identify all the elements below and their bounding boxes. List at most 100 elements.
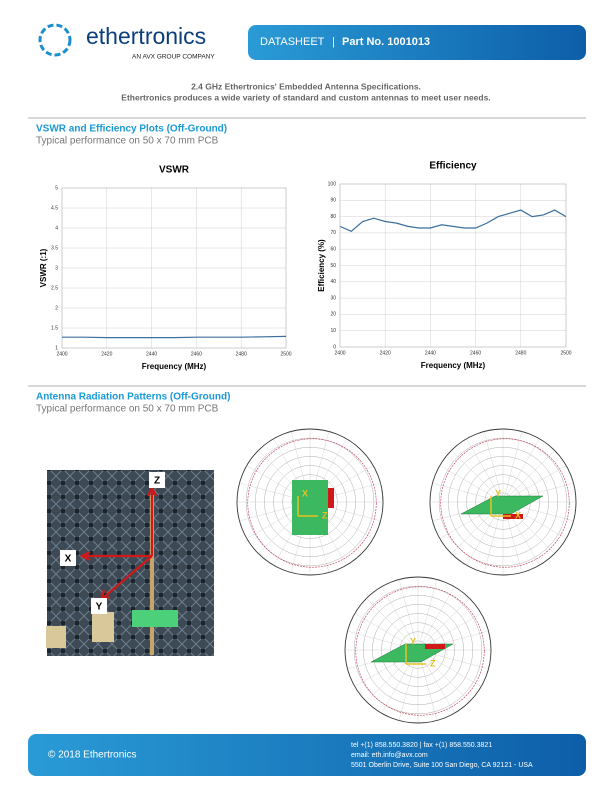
x-tick-label: 2400 xyxy=(56,351,67,357)
arrow xyxy=(79,551,152,561)
section-title: Antenna Radiation Patterns (Off-Ground) xyxy=(36,392,230,403)
line xyxy=(62,335,287,339)
x-tick-label: 2500 xyxy=(560,350,571,356)
antenna xyxy=(425,644,445,649)
y-tick-label: 2 xyxy=(55,305,58,311)
fixture xyxy=(46,626,66,648)
y-tick-label: 30 xyxy=(330,295,336,301)
axis-label: X xyxy=(302,488,308,498)
x-tick-label: 2460 xyxy=(470,350,481,356)
antenna xyxy=(328,488,334,508)
axis-label: Z xyxy=(154,476,160,487)
polar-spoke xyxy=(381,586,419,651)
photo: Z X Y xyxy=(46,470,214,656)
logo-mark xyxy=(38,23,72,57)
pcb xyxy=(460,495,544,515)
y-tick-label: 40 xyxy=(330,279,336,285)
polar-spoke xyxy=(502,450,555,503)
y-tick-label: 0 xyxy=(333,344,336,350)
polar-spoke xyxy=(502,438,540,503)
plot-frame xyxy=(61,187,287,349)
y-axis-label: VSWR (:1) xyxy=(39,248,48,287)
antenna-mast xyxy=(150,495,154,655)
axis-label: Z xyxy=(430,658,436,668)
polar-spoke xyxy=(366,598,419,651)
axis-label: Y xyxy=(96,602,103,613)
y-tick-label: 100 xyxy=(328,181,337,187)
pattern-trace xyxy=(440,438,570,568)
banner xyxy=(248,25,586,60)
polar-spoke xyxy=(417,579,438,651)
x-tick-label: 2400 xyxy=(334,350,345,356)
fixture xyxy=(92,612,114,642)
x-tick-label: 2440 xyxy=(146,351,157,357)
brand: ethertronics xyxy=(86,23,206,49)
axis-label: Y xyxy=(410,636,416,646)
section-title: VSWR and Efficiency Plots (Off-Ground) xyxy=(36,124,227,135)
y-tick-label: 80 xyxy=(330,214,336,220)
section-subtitle: Typical performance on 50 x 70 mm PCB xyxy=(36,136,219,147)
y-axis-label: Efficiency (%) xyxy=(317,239,326,292)
x-tick-label: 2460 xyxy=(191,351,202,357)
tagline: AN AVX GROUP COMPANY xyxy=(132,54,215,61)
chart-title: VSWR xyxy=(159,165,190,176)
logo: ethertronics AN AVX GROUP COMPANY xyxy=(38,23,215,61)
plot-frame xyxy=(339,183,567,348)
axis-arrows xyxy=(490,496,511,517)
pattern-trace xyxy=(355,586,485,716)
y-tick-label: 4 xyxy=(55,225,58,231)
y-tick-label: 70 xyxy=(330,230,336,236)
radiation-patterns: X Z Y X Y Z xyxy=(236,428,577,724)
axis-arrows xyxy=(405,644,426,665)
y-tick-label: 20 xyxy=(330,312,336,318)
intro: Ethertronics produces a wide variety of … xyxy=(121,92,490,102)
x-tick-label: 2420 xyxy=(380,350,391,356)
polar-spoke xyxy=(502,431,523,503)
polar-spoke xyxy=(439,465,504,503)
x-tick-label: 2480 xyxy=(515,350,526,356)
contact: tel +(1) 858.550.3820 | fax +(1) 858.550… xyxy=(351,742,492,749)
copyright: © 2018 Ethertronics xyxy=(48,750,137,761)
y-tick-label: 1 xyxy=(55,345,58,351)
contact: email: eth.info@avx.com xyxy=(351,752,428,759)
line xyxy=(339,209,567,232)
polar-spoke xyxy=(417,598,470,651)
doc-type: DATASHEET xyxy=(260,36,325,48)
axis-label: X xyxy=(515,510,521,520)
axis-label: X xyxy=(65,554,72,565)
part-number: Part No. 1001013 xyxy=(342,36,430,48)
polar-spoke xyxy=(466,438,504,503)
y-tick-label: 2.5 xyxy=(51,285,58,291)
x-axis-label: Frequency (MHz) xyxy=(142,362,207,371)
polar-spoke xyxy=(451,450,504,503)
y-tick-label: 10 xyxy=(330,328,336,334)
chart-title: Efficiency xyxy=(429,161,477,172)
y-tick-label: 1.5 xyxy=(51,325,58,331)
separator: | xyxy=(332,36,335,48)
y-tick-label: 3.5 xyxy=(51,245,58,251)
y-tick-label: 60 xyxy=(330,247,336,253)
footer-band xyxy=(28,734,586,776)
axis-label: Z xyxy=(322,510,328,520)
polar-spoke xyxy=(398,579,419,651)
axis-label: Y xyxy=(495,488,501,498)
y-tick-label: 90 xyxy=(330,198,336,204)
pcb xyxy=(132,610,178,627)
y-tick-label: 3 xyxy=(55,265,58,271)
x-tick-label: 2500 xyxy=(280,351,291,357)
x-tick-label: 2480 xyxy=(236,351,247,357)
y-tick-label: 4.5 xyxy=(51,205,58,211)
label-box xyxy=(91,598,107,614)
y-tick-label: 50 xyxy=(330,263,336,269)
axis-arrows xyxy=(297,496,318,517)
y-tick-label: 5 xyxy=(55,185,58,191)
label-box xyxy=(149,472,165,488)
polar-spoke xyxy=(417,586,455,651)
label-box xyxy=(60,550,76,566)
x-tick-label: 2440 xyxy=(425,350,436,356)
section-subtitle: Typical performance on 50 x 70 mm PCB xyxy=(36,404,219,415)
x-axis-label: Frequency (MHz) xyxy=(421,361,486,370)
polar-spoke xyxy=(483,431,504,503)
pattern-trace xyxy=(247,438,377,568)
